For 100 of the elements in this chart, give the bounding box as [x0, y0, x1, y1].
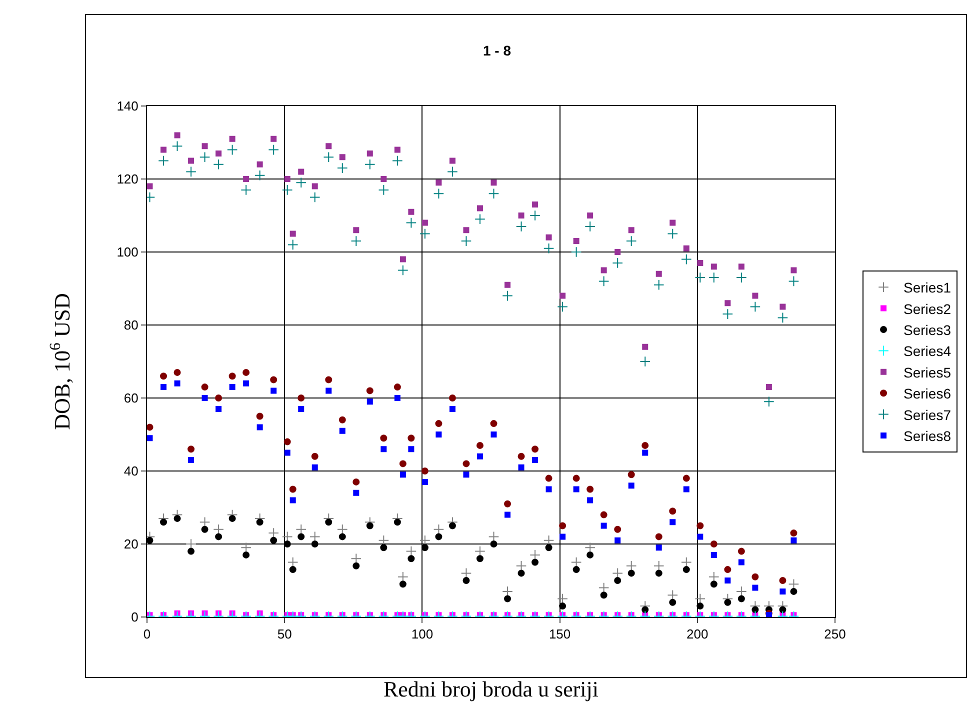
point	[188, 457, 194, 464]
point	[586, 551, 594, 558]
y-tick-label: 80	[124, 318, 138, 333]
point	[188, 446, 195, 453]
point	[240, 184, 252, 196]
point	[488, 531, 500, 542]
y-tick-label: 60	[124, 390, 138, 406]
y-tick-label: 140	[116, 98, 138, 114]
point	[642, 442, 649, 449]
point	[287, 556, 298, 568]
point	[532, 202, 538, 208]
point	[600, 592, 608, 599]
point	[667, 590, 678, 600]
point	[380, 446, 387, 452]
point	[614, 249, 621, 255]
point	[378, 534, 390, 546]
point	[683, 245, 690, 252]
point	[326, 143, 332, 150]
point	[380, 176, 387, 182]
point	[738, 595, 745, 602]
y-tick-label: 120	[116, 172, 138, 187]
point	[584, 542, 596, 554]
point	[270, 388, 277, 394]
point	[339, 154, 346, 160]
legend-label: Series6	[904, 386, 952, 402]
x-tick-label: 150	[548, 626, 571, 642]
point	[408, 446, 414, 452]
point	[628, 570, 635, 577]
point	[406, 217, 417, 228]
point	[399, 460, 406, 468]
point	[490, 420, 498, 428]
point	[326, 388, 332, 394]
point	[656, 544, 662, 551]
point	[298, 533, 305, 540]
point	[557, 593, 568, 604]
point	[174, 368, 181, 376]
point	[289, 566, 296, 574]
point	[642, 606, 649, 614]
point	[406, 546, 417, 557]
point	[378, 184, 390, 196]
point	[398, 264, 408, 276]
point	[323, 152, 334, 162]
point	[628, 482, 634, 489]
point	[215, 533, 222, 540]
point	[476, 205, 483, 212]
point	[516, 221, 527, 232]
point	[449, 406, 456, 412]
point	[364, 159, 376, 170]
point	[488, 188, 500, 199]
point	[312, 183, 318, 190]
point	[518, 570, 525, 577]
point	[766, 384, 772, 390]
point	[201, 384, 208, 391]
point	[160, 146, 167, 153]
point	[422, 220, 428, 226]
point	[560, 292, 566, 299]
point	[750, 301, 761, 312]
point	[338, 416, 346, 424]
point	[290, 230, 296, 237]
legend-label: Series2	[904, 300, 952, 317]
y-tick-label: 0	[131, 610, 138, 625]
point	[284, 438, 291, 446]
point	[287, 239, 298, 250]
point	[312, 464, 318, 470]
point	[435, 533, 442, 540]
point	[573, 486, 580, 492]
point	[298, 406, 304, 412]
y-tick-label: 40	[124, 464, 138, 479]
point	[653, 560, 664, 572]
point	[626, 560, 637, 572]
point	[462, 460, 470, 468]
point	[474, 214, 486, 225]
point	[420, 228, 430, 240]
point	[516, 560, 527, 572]
point	[242, 368, 250, 376]
point	[680, 556, 692, 568]
point	[448, 394, 456, 402]
point	[448, 522, 456, 530]
point	[545, 544, 552, 552]
point	[490, 180, 497, 186]
point	[560, 534, 566, 540]
point	[243, 176, 250, 182]
point	[256, 518, 264, 526]
point	[256, 161, 263, 168]
point	[752, 606, 759, 614]
point	[504, 282, 511, 288]
point	[573, 238, 580, 244]
point	[656, 270, 662, 277]
point	[490, 540, 498, 548]
point	[268, 144, 279, 156]
point	[147, 183, 153, 190]
point	[228, 372, 236, 380]
point	[612, 258, 623, 268]
point	[435, 420, 442, 428]
legend-label: Series3	[904, 322, 952, 338]
point	[339, 428, 346, 434]
point	[653, 279, 664, 290]
point	[587, 212, 594, 218]
point	[697, 260, 704, 266]
point	[380, 544, 388, 552]
